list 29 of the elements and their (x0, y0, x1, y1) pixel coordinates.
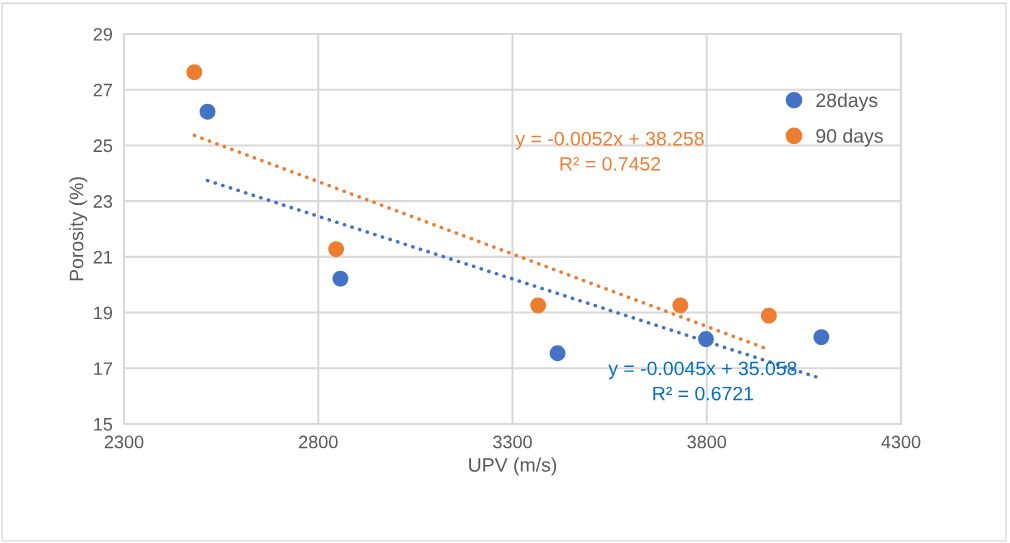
y-tick-label: 15 (94, 418, 113, 431)
y-tick-label: 25 (93, 139, 113, 153)
x-tick-label: 2800 (299, 435, 338, 449)
x-tick-label: 3300 (493, 435, 532, 449)
legend-label: 90 days (816, 128, 883, 147)
point (672, 297, 689, 314)
point (186, 64, 203, 81)
point (760, 307, 777, 324)
annotation: y = -0.0052x + 38.258 R² = 0.7452 (515, 131, 704, 171)
y-tick-label: 23 (93, 195, 113, 208)
point (813, 329, 830, 345)
x-tick-label: 3800 (687, 435, 727, 449)
x-axis-title: UPV (m/s) (469, 457, 557, 476)
y-tick-label: 19 (94, 306, 113, 320)
y-tick-label: 27 (93, 83, 112, 97)
y-axis-title: Porosity (%) (69, 177, 88, 281)
point (199, 103, 216, 120)
point (328, 241, 345, 257)
point (698, 331, 714, 347)
point (332, 270, 349, 287)
y-tick-label: 17 (94, 362, 112, 375)
y-tick-label: 21 (93, 250, 113, 264)
x-tick-label: 4300 (881, 435, 921, 449)
x-tick-label: 2300 (104, 435, 144, 449)
annotation: y = -0.0045x + 35.058 R² = 0.6721 (608, 361, 797, 401)
y-tick-label: 29 (93, 27, 113, 41)
point (549, 345, 566, 362)
legend-label: 28days (816, 92, 878, 112)
point (530, 297, 547, 314)
